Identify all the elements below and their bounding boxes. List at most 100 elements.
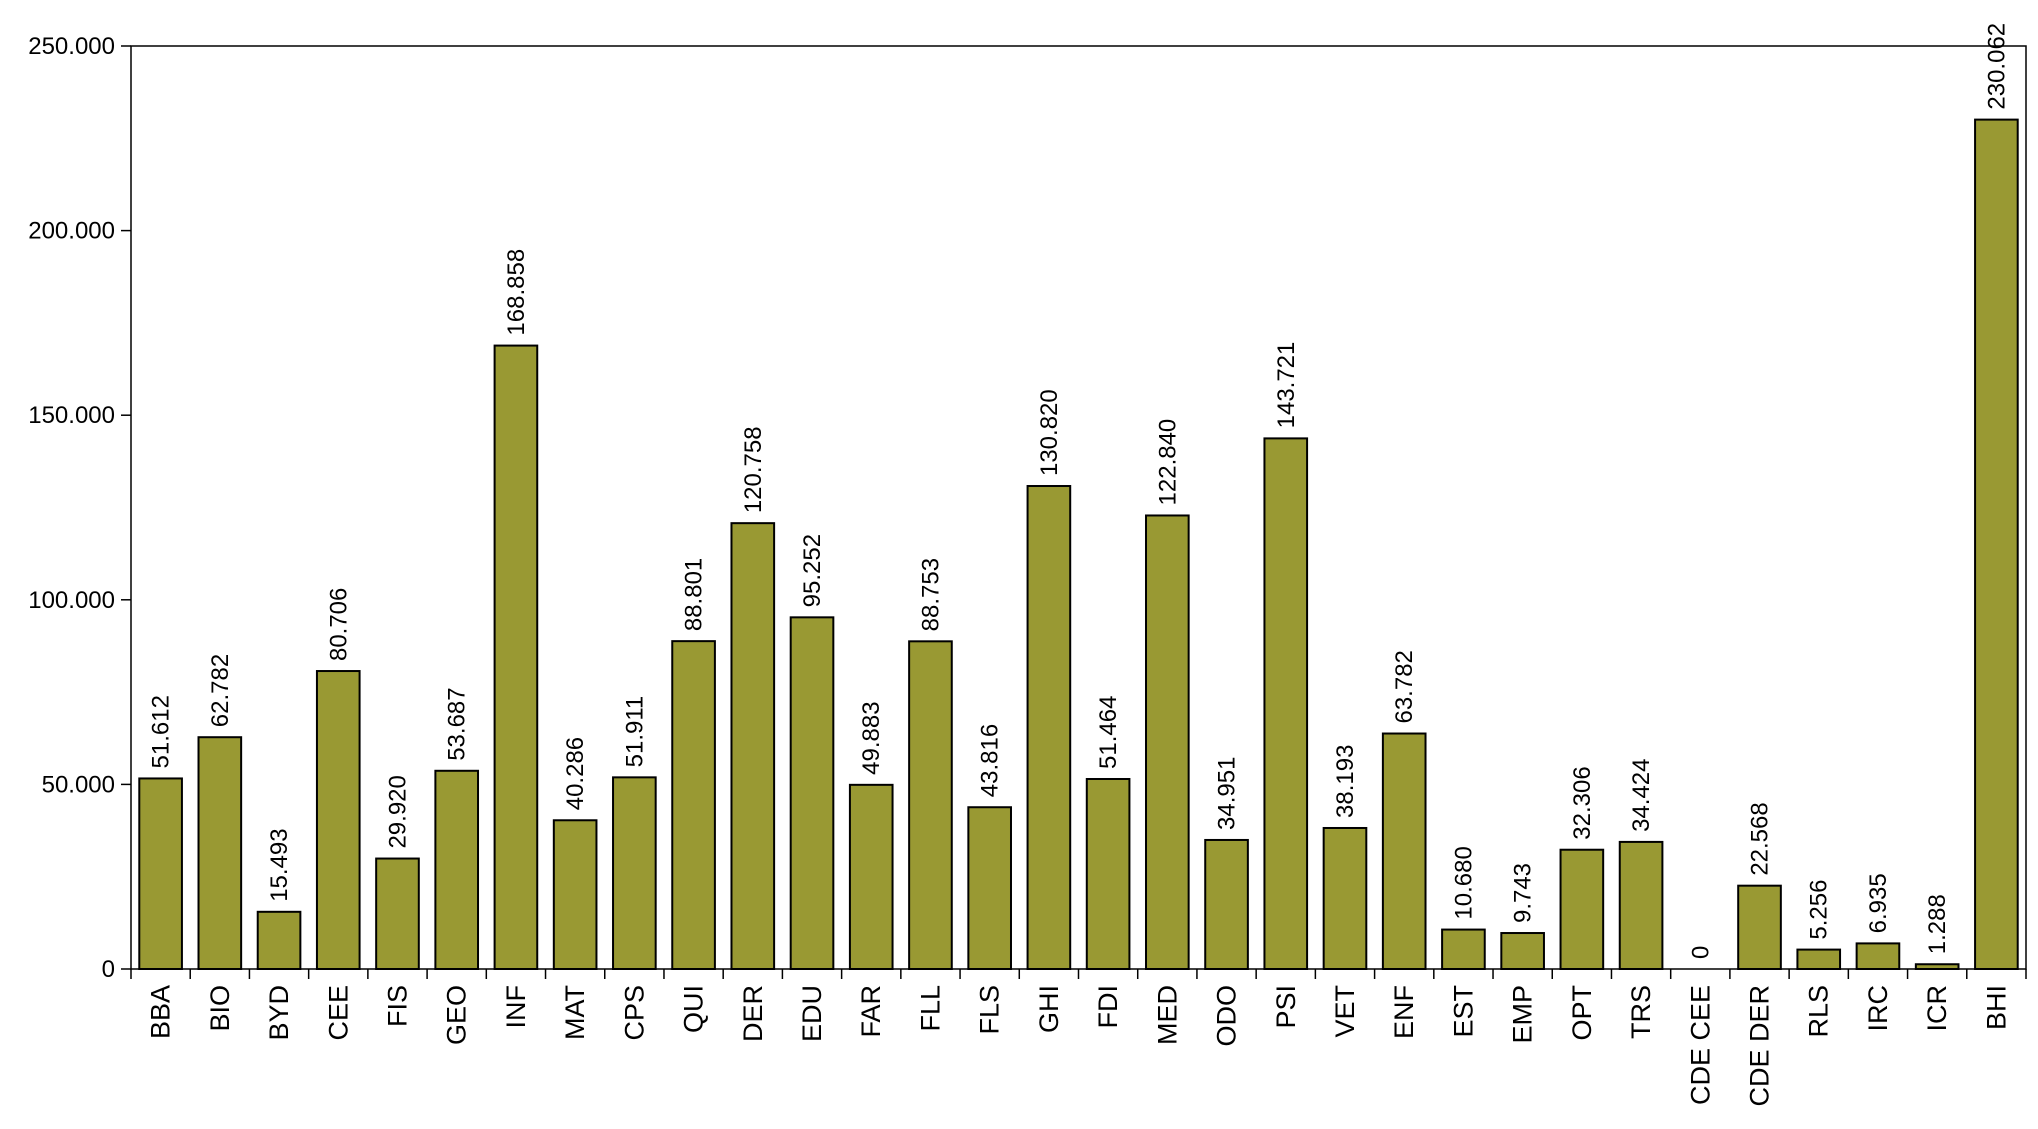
data-label: 63.782	[1391, 650, 1418, 723]
bar-fll	[908, 640, 953, 970]
bar-emp	[1500, 932, 1545, 971]
data-label: 51.612	[148, 695, 175, 768]
x-tick-label: ODO	[1212, 985, 1242, 1047]
data-label: 51.911	[621, 696, 648, 768]
bar-vet	[1322, 826, 1368, 971]
y-tick-label: 50.000	[42, 771, 115, 798]
bar-trs	[1618, 840, 1664, 971]
bar-cde-der	[1737, 884, 1782, 971]
bar-far	[848, 783, 894, 970]
y-tick-label: 250.000	[28, 33, 115, 60]
x-tick-label: CPS	[619, 985, 649, 1041]
bar-bio	[197, 736, 243, 970]
bar-fls	[967, 806, 1012, 970]
x-tick-label: CDE CEE	[1685, 985, 1715, 1105]
data-label: 34.424	[1628, 759, 1655, 832]
x-tick-label: OPT	[1567, 985, 1597, 1041]
x-tick-label: EST	[1448, 985, 1478, 1038]
bar-inf	[493, 344, 539, 970]
x-tick-label: RLS	[1804, 985, 1834, 1038]
bar-qui	[671, 640, 716, 971]
data-label: 5.256	[1806, 880, 1833, 940]
x-tick-label: FLL	[915, 985, 945, 1032]
bars	[138, 118, 2019, 971]
x-tick-label: BBA	[146, 985, 176, 1039]
data-label: 130.820	[1036, 389, 1063, 476]
x-tick-label: CEE	[323, 985, 353, 1041]
data-label: 32.306	[1569, 766, 1596, 839]
x-tick-label: FIS	[382, 985, 412, 1027]
x-tick-label: PSI	[1271, 985, 1301, 1029]
x-tick-label: TRS	[1626, 985, 1656, 1039]
bar-bhi	[1974, 118, 2019, 971]
data-label: 88.753	[917, 558, 944, 631]
data-label: 143.721	[1273, 342, 1300, 429]
bar-odo	[1204, 838, 1249, 971]
y-tick-label: 200.000	[28, 218, 115, 245]
data-label: 230.062	[1983, 23, 2010, 110]
data-label: 0	[1687, 946, 1714, 959]
data-label: 95.252	[799, 534, 826, 607]
x-tick-label: CDE DER	[1745, 985, 1775, 1107]
bar-der	[730, 522, 776, 970]
x-tick-label: VET	[1330, 985, 1360, 1038]
x-tick-label: MAT	[560, 985, 590, 1040]
bar-enf	[1381, 732, 1427, 970]
data-label: 38.193	[1332, 745, 1359, 818]
x-tick-label: ICR	[1922, 985, 1952, 1032]
x-tick-label: BIO	[205, 985, 235, 1032]
bar-geo	[434, 769, 480, 970]
data-label: 15.493	[266, 828, 293, 901]
bar-byd	[256, 910, 302, 971]
bar-bba	[138, 777, 183, 970]
bar-med	[1145, 514, 1190, 970]
data-label: 43.816	[977, 724, 1004, 797]
y-tick-label: 100.000	[28, 587, 115, 614]
axes	[121, 45, 2027, 979]
data-label: 6.935	[1865, 873, 1892, 933]
bar-psi	[1263, 437, 1309, 970]
bar-irc	[1855, 942, 1901, 971]
x-tick-label: BHI	[1981, 985, 2011, 1030]
bar-ghi	[1026, 485, 1072, 970]
data-label: 34.951	[1214, 757, 1241, 830]
data-label: 22.568	[1747, 802, 1774, 875]
bar-fis	[375, 857, 420, 970]
data-label: 53.687	[444, 687, 471, 760]
x-tick-label: EMP	[1508, 985, 1538, 1044]
data-label: 10.680	[1450, 846, 1477, 919]
x-tick-label: EDU	[797, 985, 827, 1042]
x-tick-label: IRC	[1863, 985, 1893, 1032]
data-label: 40.286	[562, 737, 589, 810]
data-label: 29.920	[384, 775, 411, 848]
data-label: 1.288	[1924, 894, 1951, 954]
bar-est	[1441, 928, 1486, 971]
x-tick-label: QUI	[679, 985, 709, 1033]
bar-rls	[1796, 948, 1842, 970]
bar-fdi	[1085, 777, 1131, 971]
bar-opt	[1559, 848, 1605, 971]
data-label: 168.858	[503, 249, 530, 336]
data-label: 51.464	[1095, 696, 1122, 769]
x-tick-label: DER	[738, 985, 768, 1042]
data-label: 9.743	[1510, 863, 1537, 923]
data-label: 120.758	[740, 426, 767, 513]
x-tick-label: INF	[501, 985, 531, 1029]
y-axis-tick-labels: 0 50.000 100.000 150.000 200.000 250.000	[28, 33, 115, 983]
data-labels: 51.612 62.782 15.493 80.706 29.920 53.687 168.…	[148, 23, 2011, 959]
data-label: 62.782	[207, 654, 234, 727]
x-tick-label: FLS	[975, 985, 1005, 1035]
data-label: 88.801	[681, 558, 708, 631]
x-tick-label: MED	[1152, 985, 1182, 1045]
x-tick-label: BYD	[264, 985, 294, 1041]
bar-mat	[552, 819, 598, 971]
x-axis-tick-labels: BBA BIO BYD CEE FIS GEO INF MAT CPS QUI DER EDU FAR F…	[146, 985, 2012, 1107]
plot-frame	[130, 45, 2027, 970]
x-tick-label: GEO	[442, 985, 472, 1045]
y-tick-label: 0	[102, 956, 115, 983]
bar-cps	[612, 776, 657, 971]
x-tick-label: FAR	[856, 985, 886, 1038]
bar-edu	[789, 616, 835, 970]
